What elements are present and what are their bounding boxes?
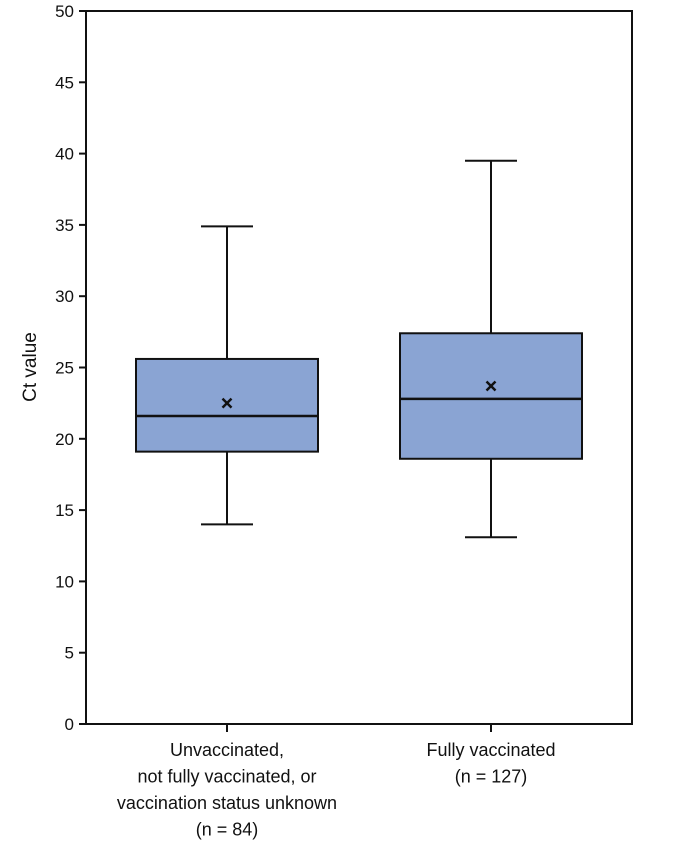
x-axis-category-labels: Unvaccinated, not fully vaccinated, or vac…: [117, 724, 556, 840]
y-tick-label: 40: [55, 145, 74, 164]
y-axis-title: Ct value: [20, 332, 41, 402]
y-tick-label: 15: [55, 501, 74, 520]
x-category-label-line: not fully vaccinated, or: [137, 767, 316, 787]
interquartile-box: [399, 332, 583, 460]
box-series: [135, 159, 583, 539]
y-tick-label: 45: [55, 73, 74, 92]
box-group: [399, 159, 583, 539]
y-tick-label: 5: [65, 644, 74, 663]
x-category-label-line: Fully vaccinated: [426, 740, 555, 760]
y-tick-label: 35: [55, 216, 74, 235]
y-tick-label: 20: [55, 430, 74, 449]
y-tick-label: 25: [55, 359, 74, 378]
mean-marker: [485, 380, 497, 392]
x-category-label-line: (n = 127): [455, 767, 528, 787]
y-tick-label: 10: [55, 572, 74, 591]
x-category-label-line: Unvaccinated,: [170, 740, 284, 760]
box-group: [135, 225, 319, 526]
y-tick-label: 50: [55, 2, 74, 21]
y-tick-label: 0: [65, 715, 74, 734]
x-category-label-line: (n = 84): [196, 820, 259, 840]
x-category-label-line: vaccination status unknown: [117, 793, 337, 813]
mean-marker: [221, 397, 233, 409]
interquartile-box: [135, 357, 319, 453]
y-tick-label: 30: [55, 287, 74, 306]
y-axis-ticks: 0 5 10 15 20 25 30 35 40 45 50: [55, 2, 86, 734]
